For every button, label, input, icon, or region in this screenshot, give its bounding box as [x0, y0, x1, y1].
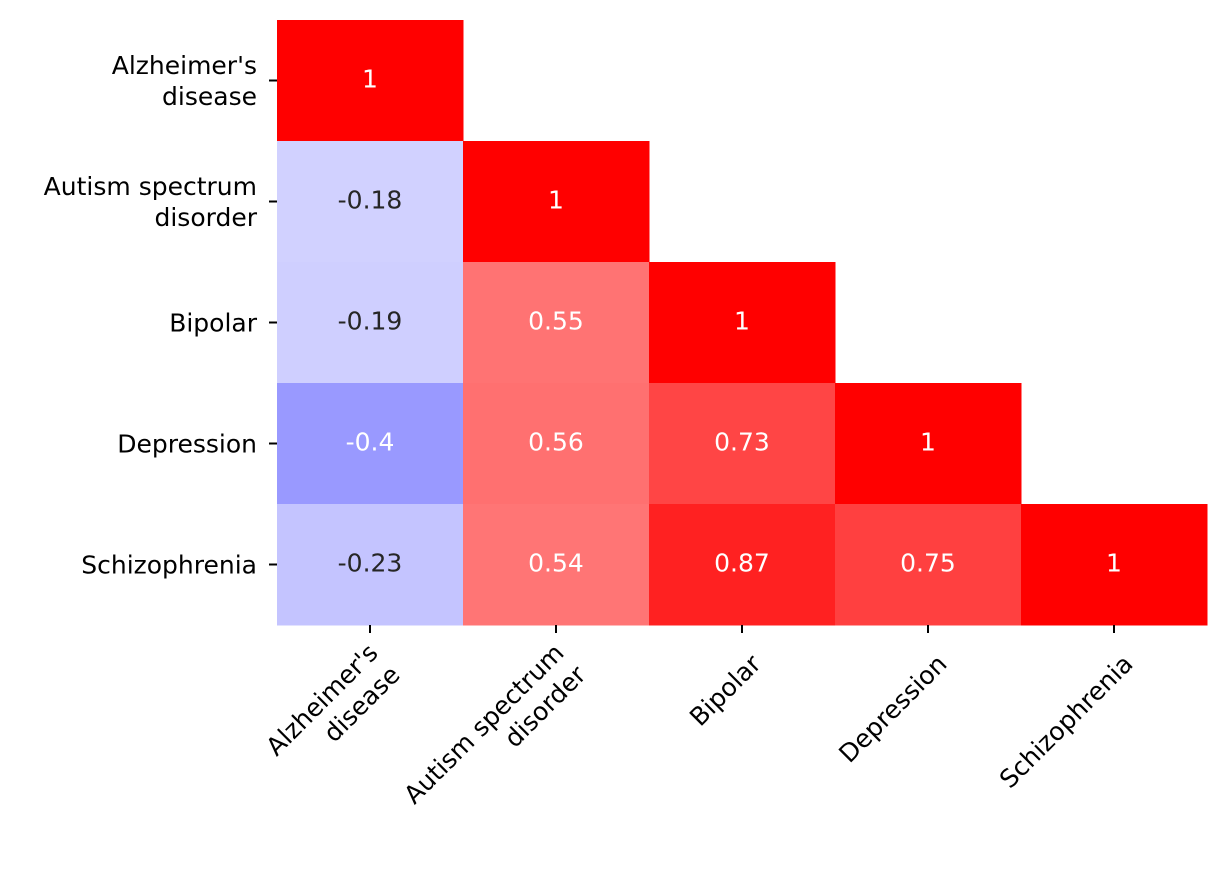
cell-value-label: 1 [362, 65, 378, 94]
heatmap-cell [277, 20, 464, 142]
cell-value-label: 0.56 [528, 428, 584, 457]
heatmap-cell [277, 141, 464, 263]
x-tick-label: Autism spectrumdisorder [398, 638, 592, 832]
y-tick-label: Schizophrenia [81, 551, 257, 580]
heatmap-cells: 1 -0.18 1 -0.19 0.55 1 -0.4 0.56 0.73 1 -0.23 0.54 0… [277, 20, 1208, 626]
y-tick-label: Depression [117, 430, 257, 459]
x-tick-label: Depression [833, 649, 952, 768]
y-tick-label: Bipolar [169, 309, 258, 338]
heatmap-cell [649, 262, 836, 384]
heatmap-cell [835, 504, 1022, 626]
cell-value-label: -0.23 [338, 549, 403, 578]
cell-value-label: -0.19 [338, 307, 403, 336]
cell-value-label: 1 [548, 186, 564, 215]
x-tick-label: Schizophrenia [994, 649, 1139, 794]
cell-value-label: 0.87 [714, 549, 770, 578]
heatmap-cell [463, 383, 650, 505]
heatmap-cell [463, 262, 650, 384]
heatmap-cell [277, 383, 464, 505]
x-tick-label: Alzheimer'sdisease [260, 638, 405, 783]
heatmap-cell [835, 383, 1022, 505]
heatmap-cell [277, 262, 464, 384]
y-tick-label: Autism spectrum disorder [44, 172, 258, 232]
cell-value-label: 1 [734, 307, 750, 336]
heatmap-cell [649, 504, 836, 626]
x-tick-label: Bipolar [684, 649, 767, 732]
cell-value-label: 0.75 [900, 549, 956, 578]
cell-value-label: -0.4 [346, 428, 395, 457]
cell-value-label: 1 [920, 428, 936, 457]
heatmap-cell [277, 504, 464, 626]
cell-value-label: 0.73 [714, 428, 770, 457]
heatmap-cell [463, 504, 650, 626]
y-axis-ticks: Alzheimer's disease Autism spectrum disorde… [44, 51, 277, 580]
heatmap-cell [463, 141, 650, 263]
heatmap-cell [649, 383, 836, 505]
cell-value-label: 0.55 [528, 307, 584, 336]
heatmap-cell [1021, 504, 1208, 626]
cell-value-label: 0.54 [528, 549, 584, 578]
cell-value-label: 1 [1106, 549, 1122, 578]
cell-value-label: -0.18 [338, 186, 403, 215]
y-tick-label: Alzheimer's disease [112, 51, 257, 111]
